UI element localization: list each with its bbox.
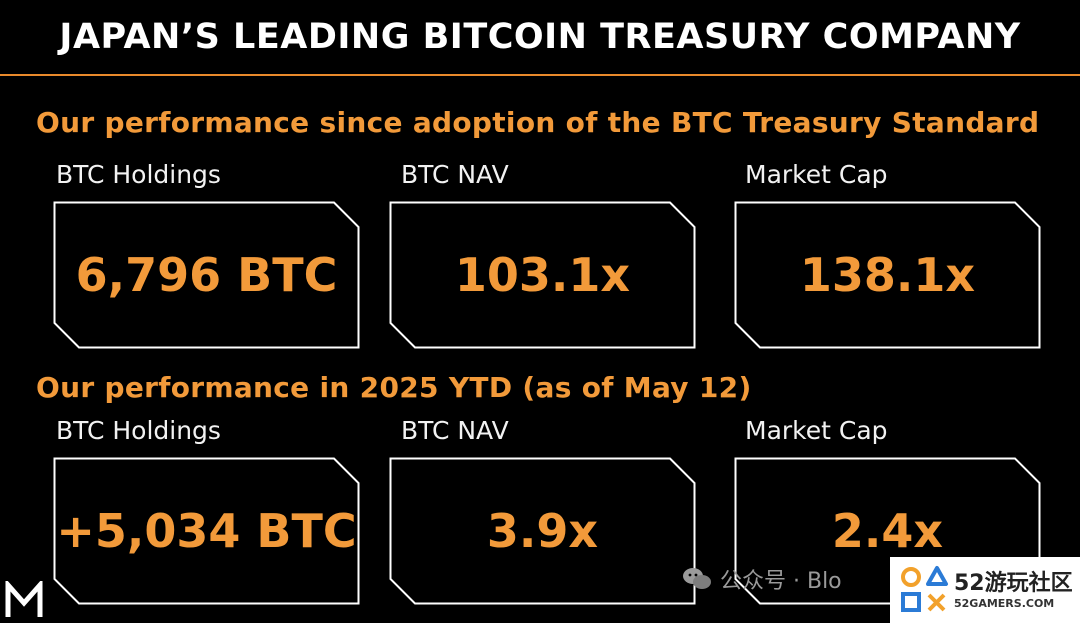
section-title-ytd: Our performance in 2025 YTD (as of May 1… bbox=[36, 371, 752, 404]
metric-value-btc-nav: 103.1x bbox=[454, 248, 631, 302]
metric-label-btc-nav: BTC NAV bbox=[401, 160, 509, 189]
metric-value-btc-holdings-ytd: +5,034 BTC bbox=[56, 504, 357, 558]
metric-value-btc-nav-ytd: 3.9x bbox=[486, 504, 599, 558]
gamepad-symbols-icon bbox=[901, 566, 948, 612]
metric-card-btc-nav-ytd: 3.9x bbox=[389, 457, 696, 605]
metric-label-btc-holdings: BTC Holdings bbox=[56, 416, 221, 445]
brand-watermark: 52游玩社区 52GAMERS.COM bbox=[890, 557, 1080, 623]
section-title-since-adoption: Our performance since adoption of the BT… bbox=[36, 106, 1040, 139]
card-frame bbox=[389, 201, 696, 349]
metric-card-market-cap: 138.1x bbox=[734, 201, 1041, 349]
card-frame bbox=[53, 201, 360, 349]
metric-value-btc-holdings: 6,796 BTC bbox=[75, 248, 338, 302]
metric-card-btc-holdings: 6,796 BTC bbox=[53, 201, 360, 349]
wechat-watermark: 公众号 · Blo bbox=[682, 563, 842, 595]
card-frame bbox=[389, 457, 696, 605]
metric-label-market-cap: Market Cap bbox=[745, 160, 888, 189]
metric-value-market-cap-ytd: 2.4x bbox=[831, 504, 944, 558]
brand-domain: 52GAMERS.COM bbox=[954, 597, 1055, 610]
wechat-icon bbox=[683, 568, 711, 589]
metric-value-market-cap: 138.1x bbox=[799, 248, 976, 302]
m-logo-icon bbox=[5, 581, 43, 617]
metric-card-btc-nav: 103.1x bbox=[389, 201, 696, 349]
wechat-channel-text: 公众号 · Blo bbox=[720, 569, 842, 594]
metric-label-btc-nav: BTC NAV bbox=[401, 416, 509, 445]
page-title: JAPAN’S LEADING BITCOIN TREASURY COMPANY bbox=[59, 17, 1021, 57]
card-frame bbox=[53, 457, 360, 605]
metric-card-btc-holdings-ytd: +5,034 BTC bbox=[53, 457, 360, 605]
metric-label-btc-holdings: BTC Holdings bbox=[56, 160, 221, 189]
brand-name: 52游玩社区 bbox=[954, 571, 1073, 596]
page-header: JAPAN’S LEADING BITCOIN TREASURY COMPANY bbox=[0, 0, 1080, 76]
metric-label-market-cap: Market Cap bbox=[745, 416, 888, 445]
card-frame bbox=[734, 201, 1041, 349]
